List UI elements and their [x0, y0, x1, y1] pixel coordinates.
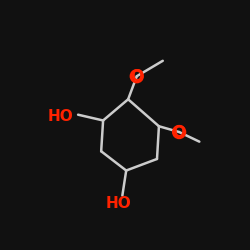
Text: O: O	[173, 124, 186, 140]
Text: HO: HO	[106, 196, 132, 211]
Text: O: O	[130, 69, 143, 84]
Text: HO: HO	[48, 109, 74, 124]
